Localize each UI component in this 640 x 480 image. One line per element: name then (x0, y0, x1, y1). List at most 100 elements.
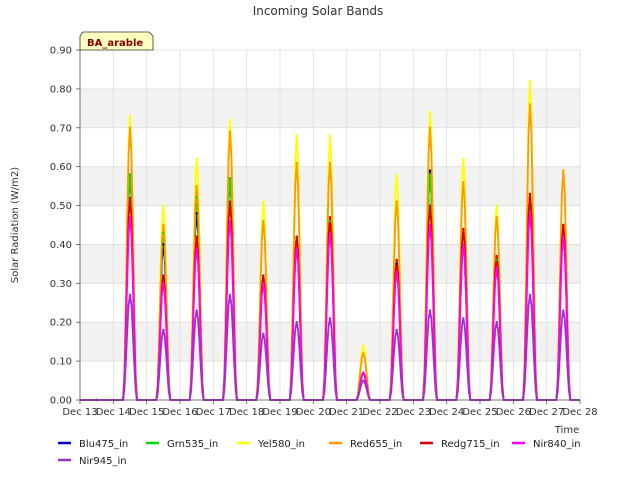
peak-point-Nir945_in (362, 379, 365, 382)
x-tick-label: Dec 27 (529, 407, 564, 418)
peak-point-Red655_in (428, 126, 432, 129)
peak-point-Redg715_in (328, 216, 332, 219)
peak-point-Redg715_in (162, 274, 165, 277)
peak-point-Grn535_in (428, 173, 432, 176)
peak-point-Redg715_in (128, 196, 132, 199)
peak-point-Nir840_in (528, 212, 532, 215)
y-tick-label: 0.70 (50, 123, 72, 134)
y-tick-label: 0.50 (50, 201, 72, 212)
peak-point-Nir945_in (128, 293, 132, 297)
x-tick-label: Dec 28 (562, 407, 597, 418)
x-tick-label: Dec 20 (296, 407, 331, 418)
peak-point-Nir840_in (462, 243, 465, 246)
peak-point-Yel580_in (495, 204, 498, 207)
peak-point-Redg715_in (495, 254, 498, 258)
peak-point-Nir945_in (228, 293, 232, 297)
legend-item-Yel580_in: Yel580_in (237, 439, 305, 450)
peak-point-Red655_in (528, 103, 532, 106)
peak-point-Yel580_in (162, 204, 165, 207)
x-tick-label: Dec 16 (162, 407, 197, 418)
legend-item-Nir840_in: Nir840_in (512, 439, 581, 450)
peak-point-Nir945_in (162, 328, 165, 332)
peak-point-Nir945_in (195, 309, 198, 312)
peak-point-Yel580_in (395, 173, 398, 176)
legend-label: Grn535_in (167, 439, 218, 450)
peak-point-Nir840_in (228, 219, 232, 223)
y-tick-label: 0.40 (50, 240, 72, 251)
peak-point-Yel580_in (195, 157, 198, 161)
peak-point-Yel580_in (428, 111, 432, 114)
legend-label: Nir840_in (533, 439, 581, 450)
peak-point-Grn535_in (128, 173, 132, 176)
legend-label: Blu475_in (79, 439, 128, 450)
peak-point-Red655_in (295, 161, 298, 164)
peak-point-Nir840_in (362, 371, 365, 374)
y-tick-label: 0.20 (50, 318, 72, 329)
y-tick-label: 0.00 (50, 396, 72, 407)
peak-point-Blu475_in (195, 212, 198, 215)
peak-point-Blu475_in (428, 169, 432, 172)
peak-point-Redg715_in (395, 258, 398, 262)
peak-point-Blu475_in (162, 243, 165, 246)
peak-point-Nir840_in (128, 216, 132, 219)
peak-point-Redg715_in (528, 192, 532, 196)
peak-point-Yel580_in (262, 200, 265, 203)
peak-point-Yel580_in (528, 79, 532, 83)
peak-point-Nir840_in (328, 231, 332, 234)
legend-item-Red655_in: Red655_in (329, 439, 402, 450)
legend-item-Grn535_in: Grn535_in (146, 439, 218, 450)
peak-point-Red655_in (462, 181, 465, 184)
x-tick-label: Dec 13 (62, 407, 97, 418)
legend-label: Yel580_in (257, 439, 305, 450)
peak-point-Nir945_in (462, 317, 465, 320)
y-tick-label: 0.90 (50, 46, 72, 57)
series-lines (80, 79, 580, 402)
y-tick-label: 0.60 (50, 162, 72, 173)
x-tick-label: Dec 15 (129, 407, 164, 418)
peak-point-Nir945_in (495, 321, 498, 324)
peak-point-Redg715_in (462, 227, 465, 231)
peak-point-Redg715_in (195, 235, 198, 238)
y-axis-title: Solar Radiation (W/m2) (10, 167, 21, 283)
x-tick-label: Dec 17 (196, 407, 231, 418)
peak-point-Nir840_in (295, 247, 298, 250)
peak-point-Red655_in (328, 161, 332, 164)
legend-label: Nir945_in (79, 456, 127, 467)
peak-point-Blu475_in (395, 262, 398, 266)
peak-point-Red655_in (262, 219, 265, 223)
legend-label: Red655_in (350, 439, 402, 450)
legend-item-Blu475_in: Blu475_in (58, 439, 128, 450)
peak-point-Nir840_in (262, 282, 265, 285)
peak-point-Grn535_in (162, 231, 165, 234)
peak-point-Red655_in (228, 130, 232, 133)
peak-point-Nir945_in (528, 293, 532, 297)
peak-point-Red655_in (162, 223, 165, 227)
site-label-box: BA_arable (79, 31, 154, 51)
legend: Blu475_in Grn535_in Yel580_in Red655_in Redg… (58, 439, 581, 467)
plot-band (80, 322, 580, 362)
x-tick-label: Dec 25 (462, 407, 497, 418)
peak-point-Red655_in (195, 184, 198, 188)
peak-point-Grn535_in (195, 196, 198, 199)
plot-band (80, 244, 580, 284)
peak-point-Nir840_in (195, 247, 198, 250)
peak-point-Redg715_in (228, 200, 232, 203)
x-tick-label: Dec 22 (362, 407, 397, 418)
peak-point-Red655_in (562, 169, 565, 172)
peak-point-Nir945_in (428, 309, 432, 312)
x-tick-label: Dec 24 (429, 407, 464, 418)
peak-point-Yel580_in (128, 114, 132, 118)
peak-point-Yel580_in (328, 134, 332, 137)
peak-point-Yel580_in (462, 157, 465, 161)
peak-point-Nir945_in (562, 309, 565, 312)
chart-title: Incoming Solar Bands (253, 4, 384, 18)
peak-point-Nir945_in (328, 317, 332, 320)
legend-item-Redg715_in: Redg715_in (420, 439, 500, 450)
peak-point-Nir945_in (395, 328, 398, 332)
peak-point-Nir945_in (262, 332, 265, 336)
peak-point-Red655_in (128, 126, 132, 129)
site-label-text: BA_arable (87, 38, 143, 49)
peak-point-Nir840_in (562, 235, 565, 238)
x-tick-label: Dec 14 (96, 407, 131, 418)
